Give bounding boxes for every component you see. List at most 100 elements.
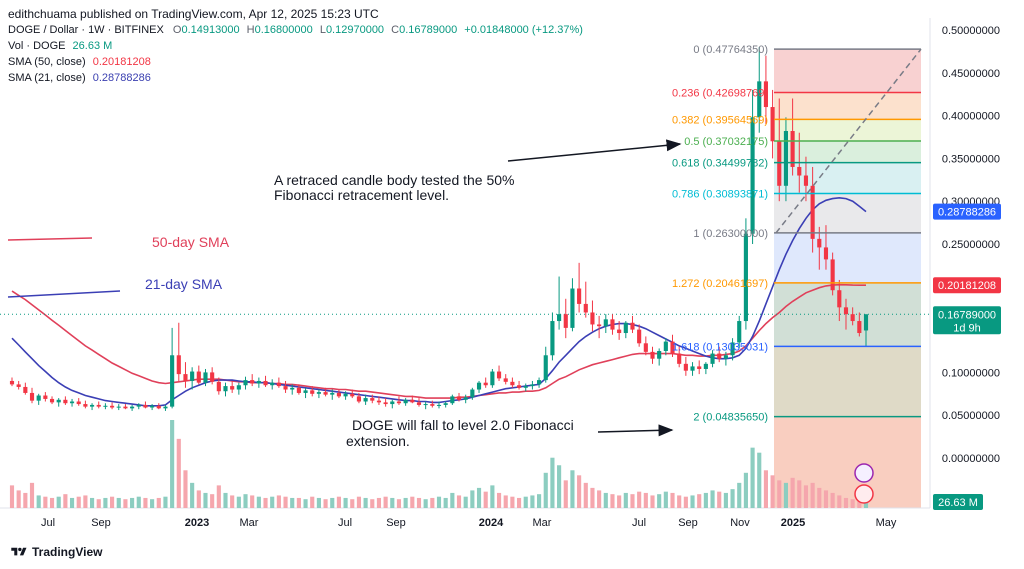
candle-body xyxy=(570,288,575,328)
symbol-name[interactable]: DOGE / Dollar · 1W · BITFINEX xyxy=(8,24,164,36)
candle-body xyxy=(483,382,488,386)
candle-body xyxy=(376,400,382,403)
volume-bar xyxy=(330,497,335,508)
volume-bar xyxy=(670,492,675,508)
candle-body xyxy=(49,398,55,403)
volume-bar xyxy=(190,482,195,508)
volume-bar xyxy=(176,438,181,508)
sma21-label[interactable]: SMA (21, close) xyxy=(8,72,86,84)
volume-bar xyxy=(803,485,809,508)
candle-body xyxy=(730,342,735,356)
candle-body xyxy=(230,386,235,390)
candle-body xyxy=(276,382,281,387)
candle-body xyxy=(243,380,248,386)
sma50-line xyxy=(11,283,866,399)
candle-body xyxy=(823,247,829,260)
volume-bar xyxy=(89,497,95,508)
volume-bar xyxy=(637,491,642,508)
sma50-label[interactable]: SMA (50, close) xyxy=(8,56,86,68)
volume-bar xyxy=(276,495,281,508)
time-tick-label: Sep xyxy=(91,517,111,529)
volume-bar xyxy=(810,482,815,508)
candle-body xyxy=(43,395,48,399)
price-badge-text: 0.20181208 xyxy=(938,280,996,292)
candle-body xyxy=(69,401,75,404)
candle-body xyxy=(496,371,502,379)
candle-body xyxy=(290,387,295,390)
candle-body xyxy=(250,380,255,384)
candle-body xyxy=(750,117,755,234)
candle-body xyxy=(683,363,688,371)
candle-body xyxy=(410,399,415,403)
volume-bar xyxy=(790,477,795,508)
annotation-bottom-line1: DOGE will fall to level 2.0 Fibonacci xyxy=(352,417,574,433)
open-value: 0.14913000 xyxy=(181,24,240,36)
candle-body xyxy=(190,371,195,381)
candle-body xyxy=(176,355,181,375)
volume-bar xyxy=(450,492,455,508)
candle-body xyxy=(643,343,648,352)
fib-zone xyxy=(774,232,921,283)
volume-bar xyxy=(170,420,175,508)
symbol-line: DOGE / Dollar · 1W · BITFINEX O0.1491300… xyxy=(8,22,583,38)
volume-bar xyxy=(657,494,662,508)
candle-body xyxy=(443,403,448,405)
candle-body xyxy=(703,363,708,369)
candle-body xyxy=(436,404,442,406)
volume-bar xyxy=(63,494,68,508)
candle-body xyxy=(617,329,622,334)
candle-body xyxy=(156,405,161,409)
volume-bar xyxy=(56,496,61,508)
volume-bar xyxy=(116,497,121,508)
candle-body xyxy=(236,385,241,390)
high-value: 0.16800000 xyxy=(254,24,313,36)
volume-label[interactable]: Vol · DOGE xyxy=(8,40,66,52)
time-tick-label: Jul xyxy=(41,517,55,529)
fib-zone xyxy=(774,141,921,163)
candle-body xyxy=(550,321,555,356)
candle-body xyxy=(310,390,315,394)
sma50-legend-line xyxy=(7,237,93,241)
volume-bar xyxy=(743,472,748,508)
annotation-top-line1: A retraced candle body tested the 50% xyxy=(274,172,515,188)
candle-body xyxy=(83,404,88,407)
price-tick-label: 0.45000000 xyxy=(942,68,1000,80)
time-tick-label: 2023 xyxy=(185,517,209,529)
footer-brand-text: TradingView xyxy=(32,545,103,559)
volume-bar xyxy=(350,499,355,508)
volume-bar xyxy=(850,499,855,508)
chart-legend: edithchuama published on TradingView.com… xyxy=(8,6,583,86)
candle-body xyxy=(597,324,602,327)
volume-bar xyxy=(103,497,108,508)
candle-body xyxy=(103,405,108,407)
volume-bar xyxy=(76,496,81,508)
candle-body xyxy=(403,399,408,404)
candle-body xyxy=(770,107,775,142)
candle-body xyxy=(343,393,348,397)
candle-body xyxy=(136,404,141,407)
candle-body xyxy=(430,404,435,406)
fib-level-label: 0 (0.47764350) xyxy=(693,44,768,56)
candle-body xyxy=(396,401,402,404)
candle-body xyxy=(650,351,655,359)
annotation-arrow-bottom xyxy=(597,424,674,437)
fib-level-label: 1 (0.26300000) xyxy=(693,228,768,240)
candle-body xyxy=(863,314,869,331)
volume-bar xyxy=(263,497,268,508)
volume-bar xyxy=(223,492,228,508)
footer-brand[interactable]: TradingView xyxy=(10,545,102,559)
candle-body xyxy=(143,404,148,408)
fib-level-label: 0.618 (0.34499782) xyxy=(672,158,768,170)
candle-body xyxy=(210,372,215,382)
price-tick-label: 0.05000000 xyxy=(942,410,1000,422)
volume-bar xyxy=(583,482,588,508)
candle-body xyxy=(263,380,268,386)
volume-bar xyxy=(750,447,755,508)
fib-level-label: 0.786 (0.30893871) xyxy=(672,189,768,201)
candle-body xyxy=(623,322,628,334)
candle-body xyxy=(763,81,768,108)
volume-bar xyxy=(503,495,508,508)
volume-bar xyxy=(650,495,655,508)
volume-bar xyxy=(130,497,135,508)
